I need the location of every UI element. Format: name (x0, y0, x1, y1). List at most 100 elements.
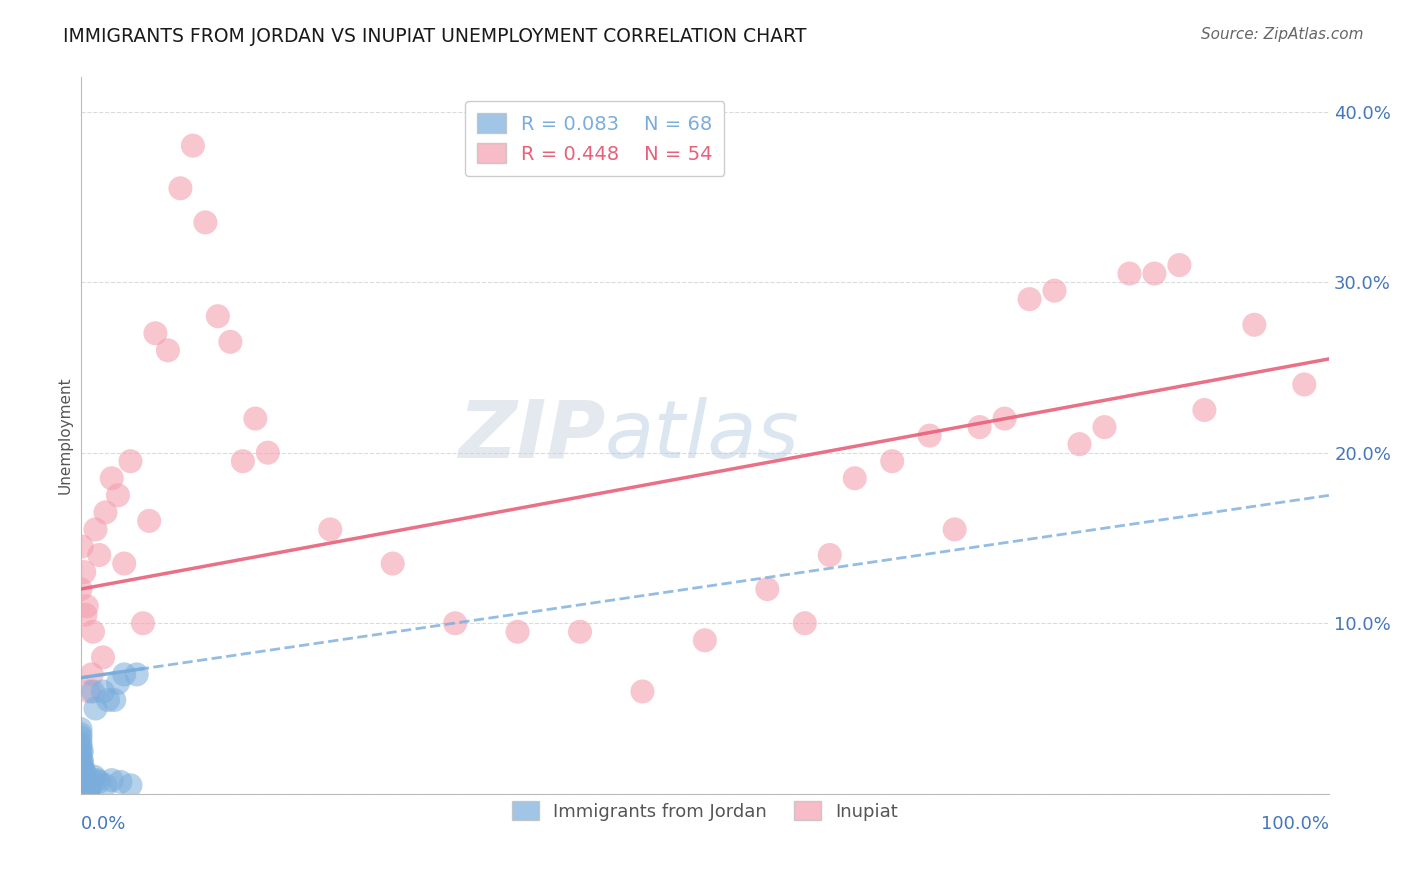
Point (69, 787, 91, 801)
Point (76, 781, 98, 796)
Point (112, 557, 135, 571)
Point (94, 778, 117, 792)
Y-axis label: Unemployment: Unemployment (58, 376, 72, 494)
Point (91, 650, 114, 665)
Point (69, 731, 91, 745)
Point (245, 411, 267, 425)
Point (232, 454, 254, 468)
Point (73, 787, 96, 801)
Point (1018, 292, 1040, 306)
Point (73, 781, 96, 796)
Point (73, 778, 96, 792)
Point (77, 781, 100, 796)
Point (70, 753, 93, 767)
Point (194, 215, 217, 229)
Point (69, 739, 91, 753)
Point (918, 428, 941, 442)
Point (75, 607, 97, 622)
Point (73, 764, 96, 779)
Point (943, 523, 966, 537)
Point (72, 781, 94, 796)
Point (818, 548, 841, 562)
Point (77, 684, 100, 698)
Point (76, 599, 98, 614)
Point (97, 693, 120, 707)
Point (70, 756, 93, 770)
Point (107, 676, 129, 690)
Point (73, 770, 96, 784)
Point (77, 787, 100, 801)
Point (1069, 437, 1091, 451)
Point (120, 454, 142, 468)
Point (69, 787, 91, 801)
Point (89, 775, 111, 789)
Point (1043, 284, 1066, 298)
Point (70, 781, 93, 796)
Point (86, 773, 108, 788)
Point (72, 764, 94, 779)
Point (69, 747, 91, 762)
Point (381, 557, 404, 571)
Point (103, 693, 125, 707)
Point (1094, 420, 1116, 434)
Point (207, 310, 229, 324)
Point (70, 764, 93, 779)
Point (72, 778, 94, 792)
Point (756, 582, 779, 596)
Point (79, 778, 101, 792)
Point (69, 787, 91, 801)
Point (138, 514, 160, 528)
Point (125, 667, 148, 681)
Point (70, 761, 93, 775)
Point (69, 778, 91, 792)
Point (693, 633, 716, 648)
Point (70, 773, 93, 788)
Point (506, 624, 529, 639)
Point (75, 787, 97, 801)
Point (69, 787, 91, 801)
Point (69, 787, 91, 801)
Point (72, 773, 94, 788)
Point (84, 523, 107, 537)
Point (1243, 318, 1265, 332)
Point (882, 454, 904, 468)
Point (631, 684, 654, 698)
Point (70, 778, 93, 792)
Point (256, 445, 278, 459)
Point (70, 744, 93, 758)
Point (69, 736, 91, 750)
Point (120, 778, 142, 792)
Point (82, 624, 104, 639)
Point (112, 667, 135, 681)
Point (75, 778, 97, 792)
Point (70, 787, 93, 801)
Point (844, 471, 866, 485)
Point (72, 761, 94, 775)
Point (69, 722, 91, 736)
Point (110, 775, 132, 789)
Text: ZIP: ZIP (457, 397, 605, 475)
Point (69, 764, 91, 779)
Point (75, 773, 97, 788)
Point (1294, 377, 1316, 392)
Point (69, 753, 91, 767)
Point (181, 138, 204, 153)
Point (444, 616, 467, 631)
Point (1168, 258, 1191, 272)
Point (69, 787, 91, 801)
Point (73, 773, 96, 788)
Point (83, 770, 105, 784)
Point (994, 411, 1017, 425)
Point (569, 624, 592, 639)
Point (69, 744, 91, 758)
Point (169, 181, 191, 195)
Text: 100.0%: 100.0% (1261, 815, 1329, 833)
Point (107, 488, 129, 502)
Point (156, 343, 179, 358)
Text: IMMIGRANTS FROM JORDAN VS INUPIAT UNEMPLOYMENT CORRELATION CHART: IMMIGRANTS FROM JORDAN VS INUPIAT UNEMPL… (63, 27, 807, 45)
Point (69, 761, 91, 775)
Point (76, 787, 98, 801)
Point (89, 548, 111, 562)
Point (145, 326, 167, 341)
Point (72, 770, 94, 784)
